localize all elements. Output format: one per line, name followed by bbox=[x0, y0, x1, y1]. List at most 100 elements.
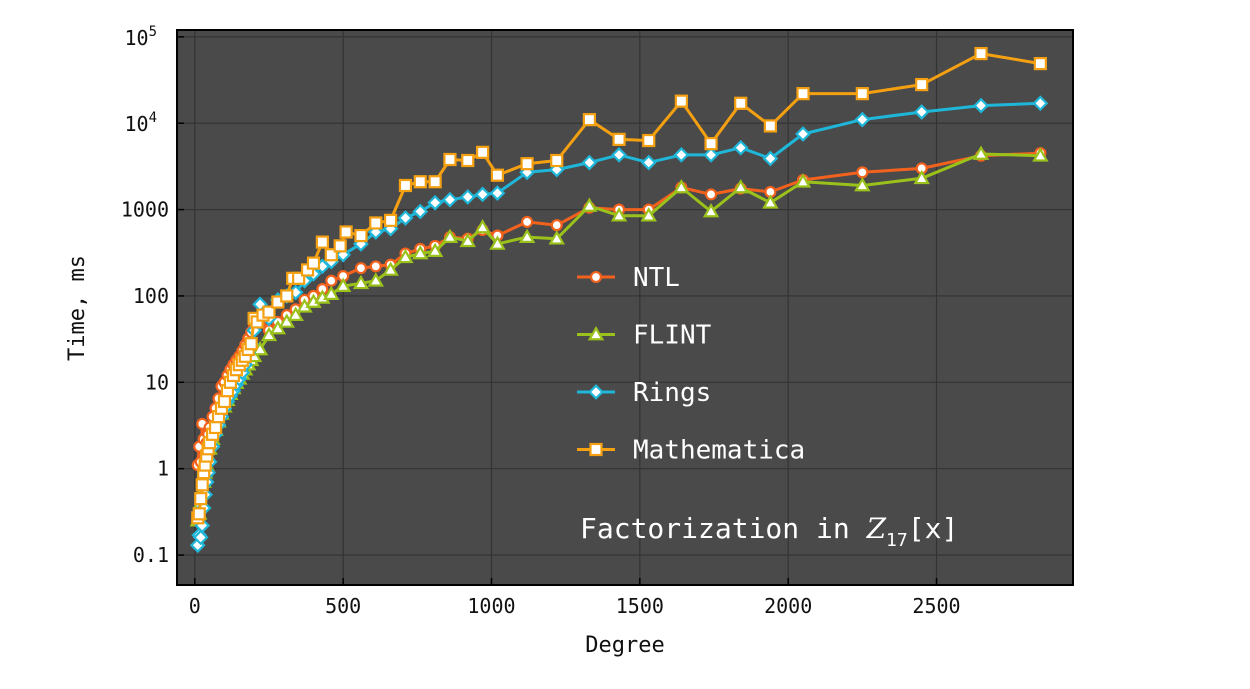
point-diamond bbox=[703, 146, 719, 163]
point-square bbox=[315, 235, 329, 249]
point-triangle bbox=[854, 176, 871, 192]
point-square bbox=[443, 152, 457, 167]
point-circle bbox=[704, 188, 718, 201]
y-tick-label: 104 bbox=[124, 110, 157, 136]
point-square bbox=[796, 87, 810, 101]
point-square bbox=[217, 394, 232, 409]
point-triangle bbox=[1032, 147, 1049, 162]
point-triangle bbox=[489, 235, 506, 250]
point-square bbox=[244, 337, 258, 351]
y-tick-label: 0.1 bbox=[133, 543, 169, 567]
point-square bbox=[612, 132, 626, 146]
x-tick-label: 1000 bbox=[467, 594, 515, 618]
point-square bbox=[520, 157, 534, 171]
point-triangle bbox=[518, 228, 536, 243]
point-square bbox=[734, 96, 748, 110]
point-circle bbox=[589, 270, 603, 284]
point-triangle bbox=[287, 306, 304, 321]
point-triangle bbox=[762, 194, 779, 209]
point-square bbox=[324, 248, 338, 262]
y-tick-label: 10 bbox=[145, 370, 169, 394]
point-square bbox=[915, 77, 929, 92]
point-square bbox=[398, 178, 413, 193]
point-square bbox=[262, 305, 276, 319]
point-square bbox=[582, 113, 596, 127]
point-diamond bbox=[762, 150, 779, 167]
point-triangle bbox=[610, 207, 628, 222]
point-triangle bbox=[794, 173, 812, 188]
legend: NTL FLINT Rings Mathematica bbox=[577, 263, 805, 466]
point-square bbox=[674, 94, 688, 108]
chart-annotation: Factorization in Z17[x] bbox=[580, 512, 958, 551]
point-square bbox=[354, 228, 368, 243]
legend-label: FLINT bbox=[633, 321, 712, 351]
point-square bbox=[642, 133, 656, 148]
point-square bbox=[589, 442, 603, 457]
point-diamond bbox=[397, 210, 414, 226]
point-triangle bbox=[474, 218, 491, 234]
point-square bbox=[384, 213, 398, 227]
legend-item-flint: FLINT bbox=[577, 321, 712, 351]
point-square bbox=[192, 507, 206, 521]
point-triangle bbox=[459, 232, 476, 248]
point-square bbox=[333, 239, 347, 253]
y-tick-label: 1000 bbox=[121, 198, 169, 222]
point-square bbox=[490, 168, 505, 182]
point-triangle bbox=[352, 274, 370, 290]
point-triangle bbox=[972, 145, 990, 160]
series-mathematica bbox=[191, 46, 1047, 525]
point-diamond bbox=[427, 194, 443, 211]
point-triangle bbox=[640, 207, 657, 222]
point-diamond bbox=[640, 154, 657, 171]
point-circle bbox=[550, 219, 563, 232]
point-triangle bbox=[587, 325, 605, 341]
point-triangle bbox=[426, 242, 444, 258]
point-diamond bbox=[442, 191, 458, 208]
point-circle bbox=[521, 215, 534, 228]
point-diamond bbox=[673, 146, 690, 163]
point-square bbox=[194, 492, 208, 506]
point-triangle bbox=[367, 272, 385, 287]
point-triangle bbox=[278, 313, 295, 328]
y-axis-label: Time, ms bbox=[65, 255, 90, 361]
point-triangle bbox=[323, 285, 340, 300]
point-square bbox=[704, 137, 718, 151]
point-triangle bbox=[260, 326, 278, 342]
point-circle bbox=[325, 274, 338, 287]
point-diamond bbox=[581, 154, 598, 171]
point-square bbox=[855, 87, 869, 101]
point-diamond bbox=[459, 189, 476, 205]
point-square bbox=[763, 119, 777, 133]
point-diamond bbox=[192, 529, 209, 546]
x-tick-label: 2000 bbox=[764, 594, 812, 618]
point-triangle bbox=[334, 277, 352, 292]
point-diamond bbox=[913, 104, 930, 120]
legend-label: Mathematica bbox=[633, 436, 805, 466]
point-circle bbox=[856, 166, 869, 179]
point-square bbox=[195, 478, 209, 492]
point-triangle bbox=[702, 202, 720, 218]
y-tick-label: 100 bbox=[133, 284, 169, 308]
point-square bbox=[292, 271, 306, 285]
x-tick-label: 1500 bbox=[616, 594, 664, 618]
point-diamond bbox=[412, 203, 429, 220]
point-square bbox=[280, 289, 294, 303]
legend-item-mathematica: Mathematica bbox=[577, 436, 805, 466]
point-diamond bbox=[795, 126, 811, 142]
point-square bbox=[550, 153, 564, 168]
x-axis: 0 500 1000 1500 2000 2500 bbox=[189, 578, 961, 618]
x-axis-label: Degree bbox=[585, 633, 664, 658]
legend-label: Rings bbox=[633, 378, 711, 408]
point-square bbox=[208, 420, 223, 435]
x-tick-label: 0 bbox=[189, 594, 201, 618]
plot-background bbox=[177, 30, 1073, 585]
point-circle bbox=[369, 260, 382, 273]
point-diamond bbox=[973, 97, 989, 114]
x-tick-label: 2500 bbox=[912, 594, 960, 618]
point-square bbox=[461, 153, 475, 168]
y-axis: 0.1 1 10 100 1000 104 105 bbox=[121, 24, 184, 567]
point-diamond bbox=[1032, 95, 1049, 112]
point-triangle bbox=[412, 244, 429, 260]
point-diamond bbox=[732, 139, 749, 156]
